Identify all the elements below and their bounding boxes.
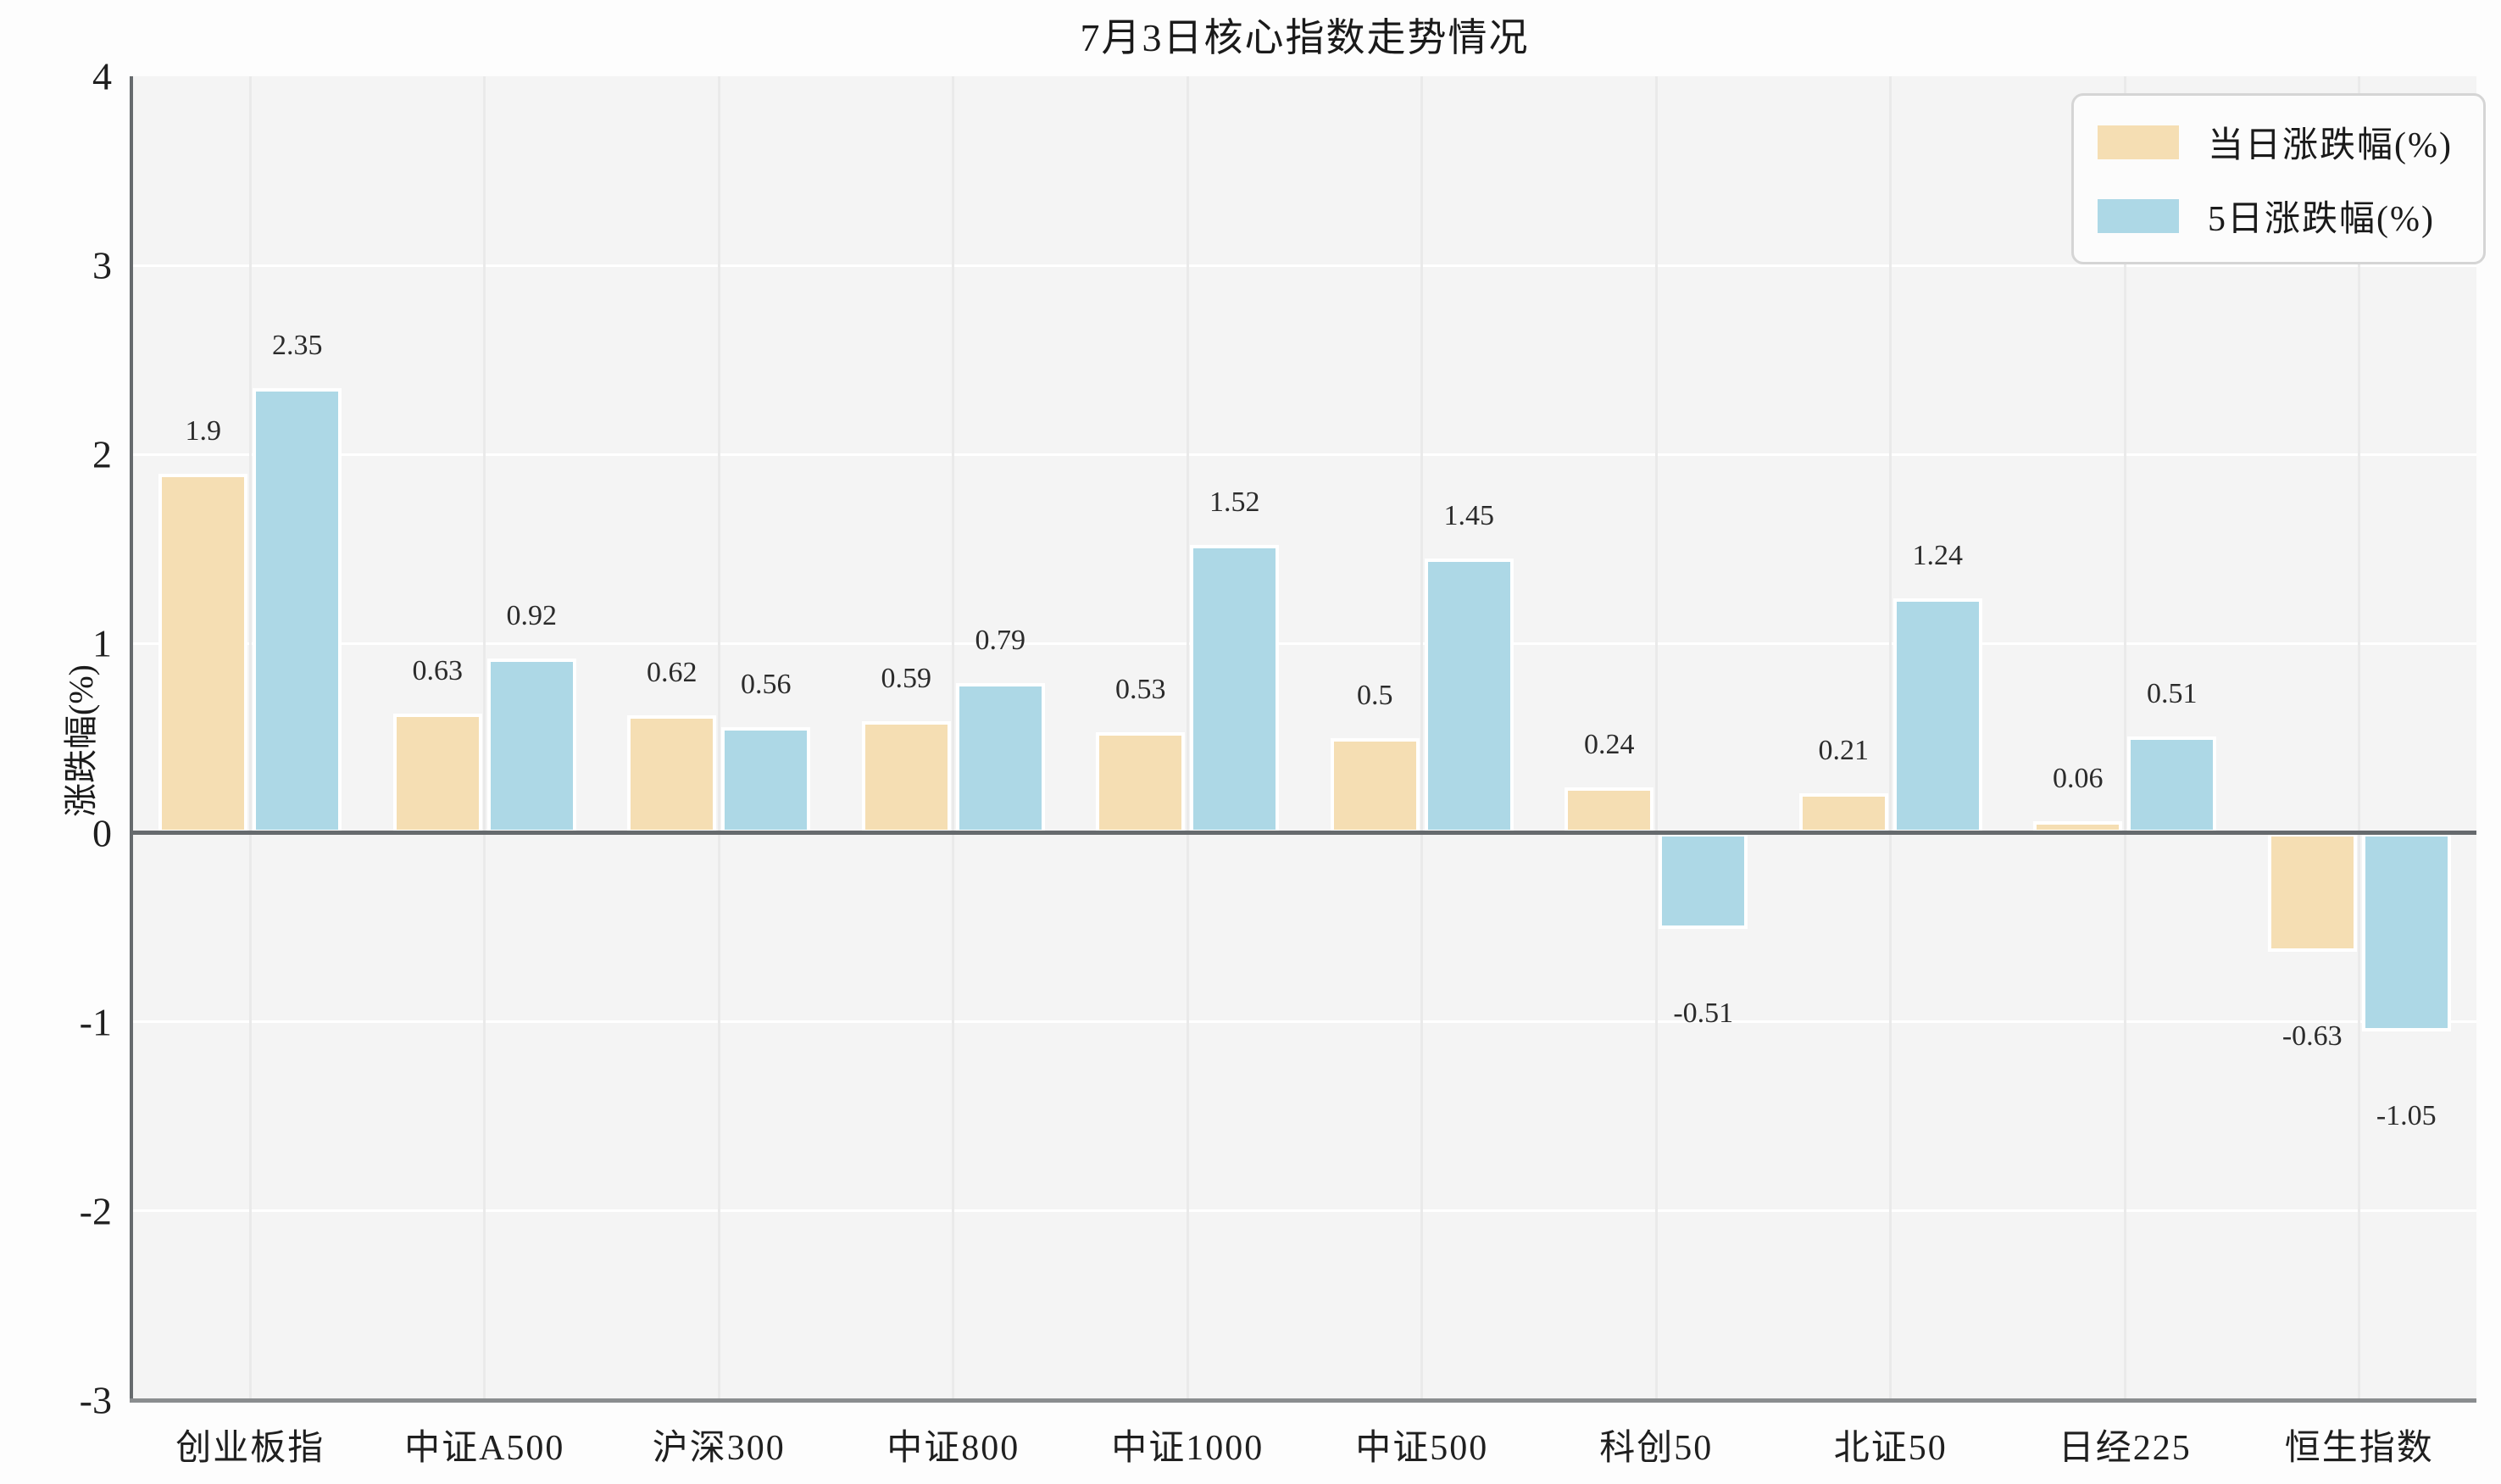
y-tick-label: 4 [92, 54, 112, 98]
bar-value-label: 0.63 [412, 654, 464, 686]
x-tick-label-恒生指数: 恒生指数 [2284, 1429, 2434, 1468]
bar-value-label: 0.56 [741, 668, 792, 700]
chart-title: 7月3日核心指数走势情况 [1080, 16, 1530, 59]
x-tick-label-中证500: 中证500 [1355, 1429, 1489, 1468]
gridline-h [133, 453, 2476, 456]
gridline-v [483, 76, 486, 1400]
legend-label: 当日涨跌幅(%) [2208, 126, 2453, 165]
bar-series1-沪深300 [721, 726, 811, 833]
bar-value-label: 1.24 [1912, 539, 1964, 571]
bar-series0-沪深300 [627, 715, 717, 833]
legend: 当日涨跌幅(%) 5日涨跌幅(%) [2071, 93, 2486, 264]
x-tick-label-科创50: 科创50 [1599, 1429, 1714, 1468]
gridline-h [133, 642, 2476, 645]
bar-value-label: 1.9 [185, 414, 222, 447]
bar-value-label: 0.24 [1584, 729, 1635, 761]
bar-series1-中证500 [1424, 559, 1514, 833]
gridline-v [1654, 76, 1658, 1400]
x-tick-label-创业板指: 创业板指 [175, 1429, 325, 1468]
bar-value-label: 0.51 [2147, 677, 2198, 709]
bar-series1-北证50 [1892, 597, 1982, 833]
gridline-v [717, 76, 720, 1400]
gridline-v [2123, 76, 2126, 1400]
bar-value-label: 2.35 [272, 330, 323, 362]
bar-series1-创业板指 [253, 388, 342, 833]
y-tick-label: 3 [92, 243, 112, 287]
bar-value-label: -1.05 [2376, 1099, 2437, 1131]
bar-value-label: 1.52 [1209, 486, 1260, 519]
gridline-v [2358, 76, 2361, 1400]
bar-value-label: -0.63 [2281, 1020, 2343, 1053]
x-tick-label-中证800: 中证800 [886, 1429, 1020, 1468]
gridline-v [248, 76, 252, 1400]
bar-series0-科创50 [1565, 787, 1654, 833]
x-tick-label-北证50: 北证50 [1833, 1429, 1948, 1468]
bar-series1-中证A500 [486, 659, 576, 833]
gridline-h [133, 264, 2476, 267]
legend-swatch-icon [2098, 198, 2180, 233]
bar-value-label: 0.06 [2053, 763, 2104, 795]
bar-value-label: 0.5 [1357, 680, 1393, 711]
gridline-h [133, 1020, 2476, 1024]
gridline-v [1186, 76, 1189, 1400]
y-axis-spine [130, 76, 133, 1400]
y-tick-label: 2 [92, 432, 112, 476]
bar-series0-创业板指 [158, 473, 248, 833]
legend-swatch-icon [2098, 125, 2180, 159]
legend-item-0: 当日涨跌幅(%) [2098, 116, 2453, 168]
bar-series0-中证800 [861, 720, 951, 833]
bar-value-label: 0.62 [647, 657, 698, 689]
bar-series0-恒生指数 [2267, 832, 2357, 953]
gridline-v [952, 76, 955, 1400]
y-tick-label: -3 [79, 1378, 112, 1422]
y-tick-label: 0 [92, 811, 112, 855]
bar-value-label: -0.51 [1673, 998, 1734, 1030]
bar-value-label: 0.92 [506, 600, 558, 632]
bar-value-label: 0.79 [975, 625, 1026, 657]
x-tick-label-日经225: 日经225 [2058, 1429, 2192, 1468]
bar-series0-中证A500 [392, 713, 482, 833]
y-tick-label: -1 [79, 1000, 112, 1044]
legend-item-1: 5日涨跌幅(%) [2098, 190, 2453, 242]
bar-series0-中证500 [1330, 738, 1420, 833]
bar-series1-科创50 [1659, 832, 1748, 930]
legend-label: 5日涨跌幅(%) [2208, 200, 2435, 239]
bar-series1-恒生指数 [2361, 832, 2451, 1031]
gridline-h [133, 1209, 2476, 1213]
bar-value-label: 1.45 [1443, 500, 1495, 531]
x-tick-label-沪深300: 沪深300 [652, 1429, 786, 1468]
bar-series1-中证1000 [1190, 545, 1280, 833]
x-tick-label-中证1000: 中证1000 [1111, 1429, 1264, 1468]
bar-series0-中证1000 [1096, 732, 1186, 833]
gridline-v [1420, 76, 1424, 1400]
bar-value-label: 0.53 [1115, 674, 1166, 706]
x-tick-label-中证A500: 中证A500 [404, 1429, 565, 1468]
gridline-v [1889, 76, 1892, 1400]
bar-series1-中证800 [955, 683, 1045, 833]
zero-line [133, 831, 2476, 836]
plot-area: 1.9 0.63 0.62 0.59 0.53 0.5 0.24 0.21 0.06 -0.63 2… [133, 76, 2476, 1400]
bar-value-label: 0.21 [1818, 734, 1870, 766]
bar-value-label: 0.59 [881, 662, 932, 694]
x-axis-spine [130, 1398, 2476, 1403]
bar-series1-日经225 [2127, 736, 2217, 833]
y-tick-label: 1 [92, 621, 112, 665]
bar-series0-北证50 [1798, 792, 1888, 833]
y-tick-label: -2 [79, 1189, 112, 1233]
